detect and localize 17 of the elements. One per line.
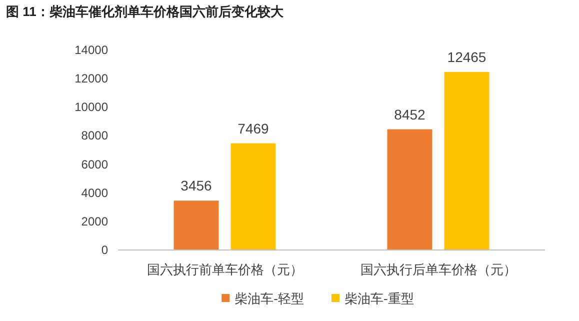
data-label: 8452 (394, 106, 426, 122)
y-tick-label: 12000 (74, 72, 108, 86)
data-label: 12465 (447, 48, 486, 65)
legend-label: 柴油车-轻型 (234, 291, 304, 306)
data-label: 7469 (238, 120, 270, 136)
y-tick-label: 14000 (74, 43, 108, 57)
data-label: 3456 (180, 178, 212, 194)
y-tick-label: 8000 (81, 128, 108, 143)
title: 图 11：柴油车催化剂单车价格国六前后变化较大 (6, 4, 284, 19)
y-tick-label: 6000 (81, 157, 108, 172)
legend-label: 柴油车-重型 (344, 291, 414, 306)
y-tick-label: 2000 (81, 214, 108, 228)
x-tick-label: 国六执行前单车价格（元） (146, 262, 303, 277)
x-tick-label: 国六执行后单车价格（元） (360, 262, 516, 277)
y-tick-label: 10000 (74, 100, 108, 114)
y-tick-label: 4000 (81, 186, 108, 200)
y-tick-label: 0 (101, 243, 108, 257)
